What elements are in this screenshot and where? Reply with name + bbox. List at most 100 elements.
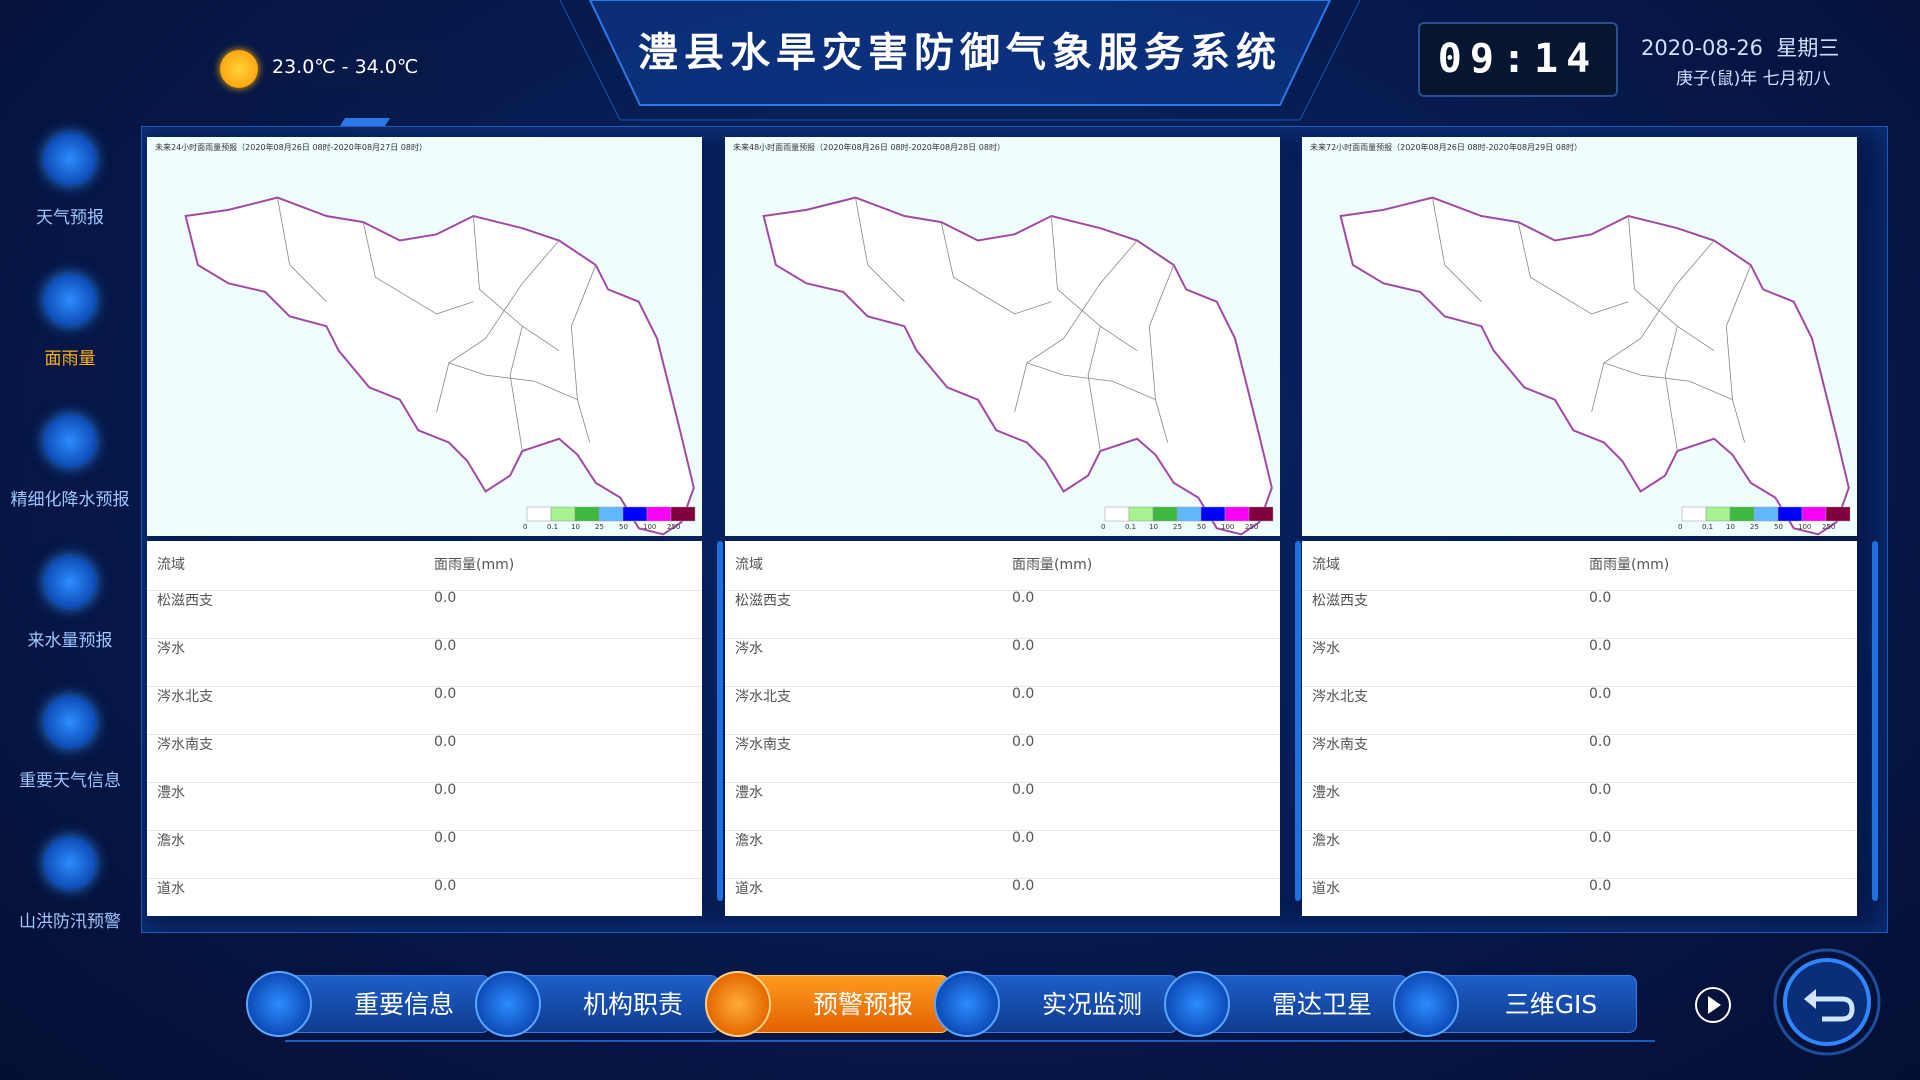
column-header: 流域 [735,557,763,573]
lunar: 庚子(鼠)年 七月初八 [1676,69,1831,89]
nav-icon[interactable] [1164,971,1230,1037]
legend-tick: 250 [667,523,681,531]
map-part [1050,215,1138,352]
sidebar-icon[interactable] [44,415,96,467]
map-part [1026,362,1156,401]
table-row: 道水 0.0 [1302,878,1857,916]
table-row: 澹水 0.0 [725,830,1280,879]
table: 流域 面雨量(mm) 松滋西支 0.0 涔水 0.0 涔水北支 0.0 涔水南支 0.0 澧水 0.0… [147,541,702,916]
table-cell: 0.0 [1012,686,1035,702]
table-cell: 涔水南支 [157,737,213,753]
nav-button[interactable]: 重要信息 [282,975,490,1033]
table-cell: 澹水 [735,833,763,849]
table-cell: 澹水 [157,833,185,849]
table-row: 澹水 0.0 [147,830,702,879]
sidebar-icon[interactable] [44,133,96,185]
table-cell: 0.0 [1012,590,1035,606]
scrollbar [1295,541,1301,901]
legend-tick: 250 [1822,523,1836,531]
map-part [448,362,578,401]
sidebar-label[interactable]: 山洪防汛预警 [19,912,121,932]
map-part [1801,506,1827,522]
table-cell: 0.0 [1589,830,1612,846]
nav-icon[interactable] [246,971,312,1037]
sidebar-icon[interactable] [44,556,96,608]
legend-tick: 50 [1197,523,1206,531]
legend-tick: 50 [1774,523,1783,531]
nav-button[interactable]: 预警预报 [741,975,949,1033]
play-button[interactable] [1690,982,1736,1028]
legend-tick: 250 [1245,523,1259,531]
sidebar-label[interactable]: 来水量预报 [27,631,113,651]
map-title: 未来24小时面雨量预报（2020年08月26日 08时-2020年08月27日 … [155,143,427,152]
table-row: 松滋西支 0.0 [725,590,1280,639]
table-cell: 涔水南支 [1312,737,1368,753]
table-header: 流域 面雨量(mm) [147,541,702,591]
map-part [598,506,624,522]
sidebar-icon[interactable] [44,274,96,326]
map-part [1825,506,1851,522]
table-cell: 涔水北支 [1312,689,1368,705]
column-header: 流域 [1312,557,1340,573]
sidebar-label[interactable]: 面雨量 [44,349,96,369]
map-part [622,506,648,522]
legend-tick: 0 [1101,523,1106,531]
sidebar-icon[interactable] [44,696,96,748]
table-cell: 涔水 [735,641,763,657]
table-cell: 0.0 [1012,878,1035,894]
back-button[interactable] [1772,944,1882,1060]
column-header: 面雨量(mm) [434,557,515,573]
legend-tick: 0 [1678,523,1683,531]
table-cell: 0.0 [1012,830,1035,846]
map-part [1432,197,1482,302]
nav-button[interactable]: 三维GIS [1429,975,1637,1033]
table-cell: 0.0 [1589,734,1612,750]
table-cell: 道水 [1312,881,1340,897]
map-part [1339,196,1850,536]
nav-icon[interactable] [475,971,541,1037]
table-row: 涔水南支 0.0 [147,734,702,783]
nav-icon[interactable] [1393,971,1459,1037]
sidebar-label[interactable]: 天气预报 [36,208,104,228]
map-part [1339,196,1850,536]
map-part [1591,240,1715,412]
map-part [1176,506,1202,522]
table-cell: 0.0 [1589,686,1612,702]
legend-tick: 0.1 [1702,523,1714,531]
map-part [574,506,600,522]
table-cell: 道水 [735,881,763,897]
map-part [509,326,523,452]
sun-icon [220,50,258,88]
map-title: 未来72小时面雨量预报（2020年08月26日 08时-2020年08月29日 … [1310,143,1582,152]
nav-button[interactable]: 雷达卫星 [1200,975,1408,1033]
table-cell: 涔水北支 [735,689,791,705]
legend-tick: 25 [595,523,604,531]
sidebar-label[interactable]: 精细化降水预报 [10,490,130,510]
sidebar-label[interactable]: 重要天气信息 [19,771,121,791]
legend-tick: 0.1 [1125,523,1137,531]
map-part [1148,264,1175,443]
nav-icon[interactable] [934,971,1000,1037]
map-part [1725,264,1752,443]
map-shape [1339,196,1851,536]
legend-tick: 10 [571,523,580,531]
legend-tick: 100 [1798,523,1812,531]
table-row: 涔水 0.0 [725,638,1280,687]
map: 未来24小时面雨量预报（2020年08月26日 08时-2020年08月27日 … [147,137,702,536]
table-header: 流域 面雨量(mm) [725,541,1280,591]
nav-icon[interactable] [705,971,771,1037]
legend-tick: 10 [1149,523,1158,531]
sidebar-icon[interactable] [44,837,96,889]
table-row: 道水 0.0 [725,878,1280,916]
table-cell: 涔水 [157,641,185,657]
table-row: 涔水北支 0.0 [1302,686,1857,735]
map-part [670,506,696,522]
nav-button[interactable]: 实况监测 [970,975,1178,1033]
nav-button[interactable]: 机构职责 [511,975,719,1033]
table-cell: 澧水 [735,785,763,801]
map-part [1777,506,1803,522]
legend-tick: 0 [523,523,528,531]
map-part [1753,506,1779,522]
scrollbar [717,541,723,901]
